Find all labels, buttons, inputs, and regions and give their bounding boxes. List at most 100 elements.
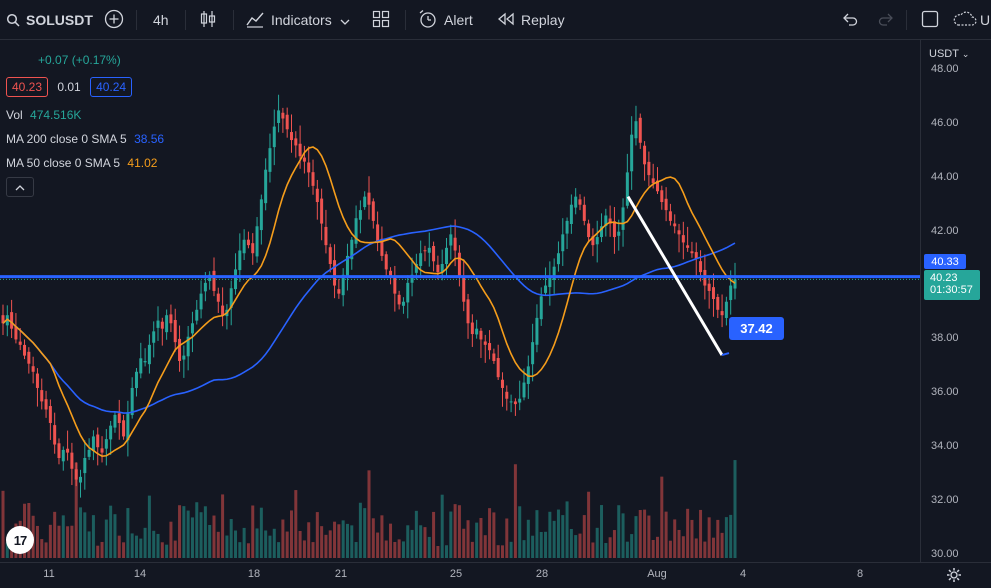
volume-bar xyxy=(625,541,629,558)
chart-pane[interactable]: +0.07 (+0.17%) 40.23 0.01 40.24 Vol 474.… xyxy=(0,40,920,562)
chart-settings-button[interactable] xyxy=(946,567,962,588)
buy-price-box[interactable]: 40.24 xyxy=(90,77,133,97)
undo-button[interactable] xyxy=(842,0,858,40)
replay-button[interactable]: Replay xyxy=(497,0,565,40)
volume-bar xyxy=(677,529,681,558)
volume-bar xyxy=(449,511,453,558)
volume-bar xyxy=(690,519,694,558)
candle-body xyxy=(522,382,526,398)
candle-body xyxy=(264,169,268,204)
volume-bar xyxy=(707,517,711,558)
candle-body xyxy=(199,293,203,310)
templates-button[interactable] xyxy=(372,0,390,40)
candle-body xyxy=(716,296,720,310)
price-tick-label: 42.00 xyxy=(931,224,959,237)
ma200-legend[interactable]: MA 200 close 0 SMA 5 38.56 xyxy=(6,132,164,146)
volume-bar xyxy=(716,519,720,558)
cloud-save-button[interactable]: U xyxy=(952,0,990,40)
compare-button[interactable] xyxy=(104,0,124,40)
volume-bar xyxy=(634,516,638,558)
volume-bar xyxy=(380,515,384,558)
candle-body xyxy=(139,358,143,374)
volume-bar xyxy=(234,530,238,558)
volume-bar xyxy=(376,532,380,558)
candle-body xyxy=(221,305,225,316)
candle-body xyxy=(358,210,362,220)
volume-bar xyxy=(457,505,461,558)
volume-bar xyxy=(694,538,698,558)
volume-bar xyxy=(165,544,169,558)
candle-body xyxy=(384,254,388,270)
interval-button[interactable]: 4h xyxy=(153,0,169,40)
trend-line-tail[interactable] xyxy=(721,352,730,357)
volume-bar xyxy=(401,541,405,558)
candle-body xyxy=(453,237,457,251)
alert-button[interactable]: Alert xyxy=(418,0,473,40)
rewind-icon xyxy=(497,12,515,29)
volume-bar xyxy=(513,464,517,558)
candle-body xyxy=(350,239,354,260)
ma200-line[interactable] xyxy=(2,225,736,414)
volume-bar xyxy=(212,515,216,558)
candle-body xyxy=(79,476,83,483)
candle-body xyxy=(423,250,427,252)
volume-bar xyxy=(578,533,582,558)
volume-bar xyxy=(608,537,612,558)
redo-button[interactable] xyxy=(878,0,894,40)
tradingview-logo[interactable]: 17 xyxy=(6,526,34,554)
candle-body xyxy=(479,330,483,340)
volume-bar xyxy=(143,527,147,558)
sell-price-box[interactable]: 40.23 xyxy=(6,77,49,97)
candle-body xyxy=(328,247,332,264)
moving-averages xyxy=(2,146,736,458)
ma50-legend[interactable]: MA 50 close 0 SMA 5 41.02 xyxy=(6,156,157,170)
candle-body xyxy=(178,338,182,361)
candle-body xyxy=(587,223,591,238)
layout-button[interactable] xyxy=(921,0,939,40)
candle-body xyxy=(492,353,496,361)
trend-line[interactable] xyxy=(626,195,724,356)
volume-bar xyxy=(423,527,427,558)
symbol-label: SOLUSDT xyxy=(26,12,93,28)
currency-selector[interactable]: USDT ⌄ xyxy=(929,48,969,60)
symbol-search[interactable]: SOLUSDT xyxy=(6,0,93,40)
candle-body xyxy=(259,199,263,231)
volume-bar xyxy=(509,541,513,558)
candle-body xyxy=(565,220,569,234)
volume-legend[interactable]: Vol 474.516K xyxy=(6,108,81,122)
candle-body xyxy=(57,443,61,458)
ma50-line[interactable] xyxy=(2,146,736,458)
volume-bar xyxy=(470,541,474,558)
chart-type-button[interactable] xyxy=(199,0,217,40)
price-chart[interactable] xyxy=(0,40,920,562)
collapse-legend-button[interactable] xyxy=(6,177,34,197)
price-tick-label: 44.00 xyxy=(931,170,959,183)
volume-bar xyxy=(505,518,509,558)
candle-body xyxy=(83,458,87,474)
volume-bar xyxy=(699,509,703,558)
candle-body xyxy=(406,282,410,303)
volume-bar xyxy=(268,535,272,558)
trend-line-price-label[interactable]: 37.42 xyxy=(729,317,784,340)
volume-bar xyxy=(302,540,306,558)
price-tick-label: 30.00 xyxy=(931,548,959,560)
bid-ask-row: 40.23 0.01 40.24 xyxy=(6,77,133,97)
candle-body xyxy=(152,331,156,343)
candle-body xyxy=(345,255,349,278)
candle-body xyxy=(707,283,711,291)
price-axis[interactable]: USDT ⌄ 48.0046.0044.0042.0040.0038.0036.… xyxy=(920,40,991,562)
volume-bar xyxy=(419,525,423,558)
volume-bar xyxy=(122,542,126,558)
candle-body xyxy=(44,399,48,410)
grid-icon xyxy=(372,10,390,31)
indicators-button[interactable]: Indicators xyxy=(245,0,350,40)
square-icon xyxy=(921,10,939,31)
volume-bar xyxy=(315,512,319,558)
candle-body xyxy=(531,342,535,365)
time-axis[interactable]: 11 14 18 21 25 28 Aug 4 8 xyxy=(0,562,991,587)
candle-body xyxy=(147,344,151,365)
candle-body xyxy=(186,336,190,357)
candle-body xyxy=(272,126,276,148)
last-price-label: 40.23 01:30:57 xyxy=(924,270,980,300)
candle-body xyxy=(134,371,138,389)
